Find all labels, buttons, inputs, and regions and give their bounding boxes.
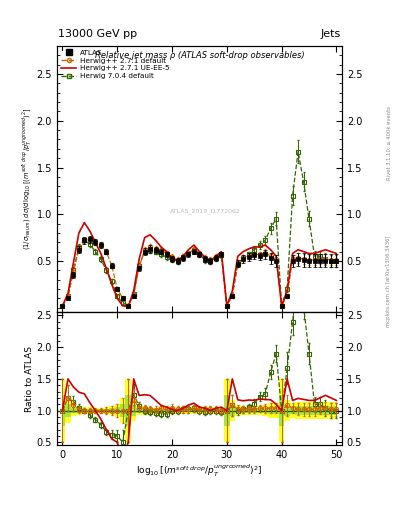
Y-axis label: $(1/\sigma_{resum})\ d\sigma/d\,\log_{10}[(m^{soft\ drop}/p_T^{ungroomed})^2]$: $(1/\sigma_{resum})\ d\sigma/d\,\log_{10… (21, 108, 34, 250)
Text: mcplots.cern.ch [arXiv:1306.3436]: mcplots.cern.ch [arXiv:1306.3436] (386, 236, 391, 327)
Text: Jets: Jets (321, 29, 341, 39)
Text: 13000 GeV pp: 13000 GeV pp (58, 29, 137, 39)
X-axis label: $\log_{10}[(m^{soft\ drop}/p_T^{ungroomed})^2]$: $\log_{10}[(m^{soft\ drop}/p_T^{ungroome… (136, 463, 263, 479)
Text: Relative jet mass ρ (ATLAS soft-drop observables): Relative jet mass ρ (ATLAS soft-drop obs… (95, 51, 304, 60)
Text: Rivet 3.1.10; ≥ 400k events: Rivet 3.1.10; ≥ 400k events (386, 106, 391, 180)
Y-axis label: Ratio to ATLAS: Ratio to ATLAS (25, 346, 34, 412)
Legend: ATLAS, Herwig++ 2.7.1 default, Herwig++ 2.7.1 UE-EE-5, Herwig 7.0.4 default: ATLAS, Herwig++ 2.7.1 default, Herwig++ … (59, 48, 171, 81)
Text: ATLAS_2019_I1772062: ATLAS_2019_I1772062 (170, 208, 241, 214)
